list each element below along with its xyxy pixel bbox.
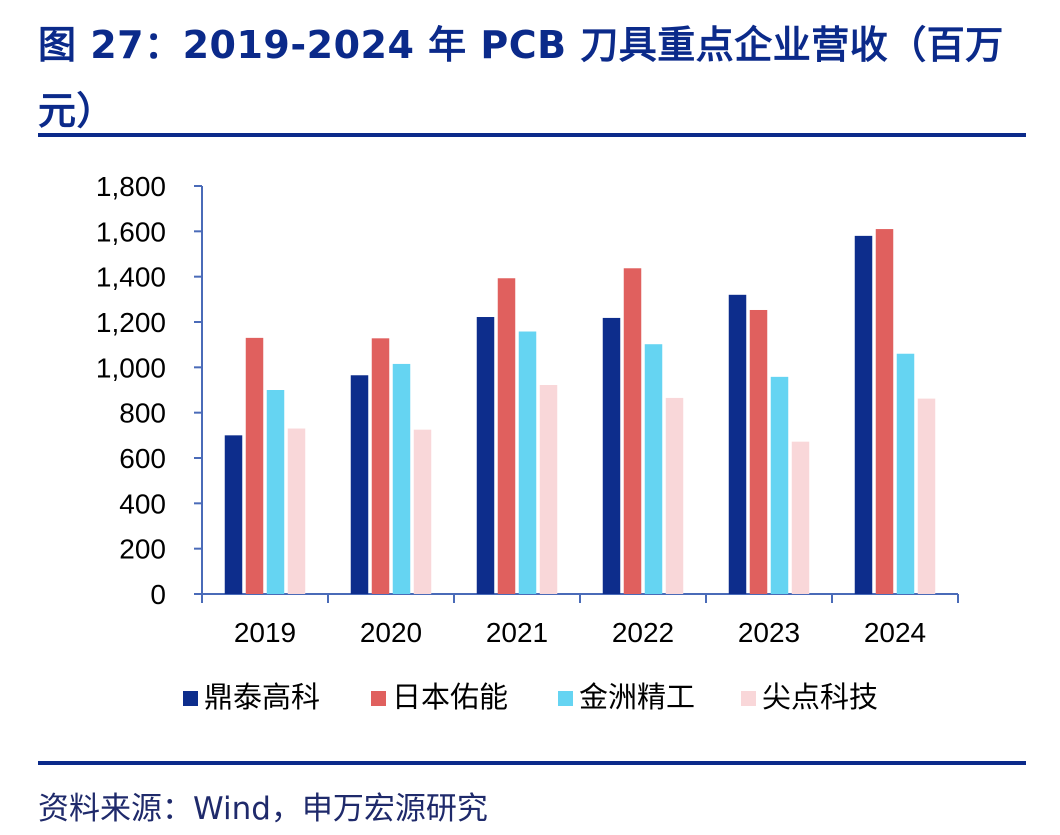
bar (266, 390, 285, 594)
y-tick-label: 0 (150, 579, 166, 610)
bar (644, 344, 663, 594)
bar (602, 317, 621, 594)
chart-title: 图 27：2019-2024 年 PCB 刀具重点企业营收（百万元） (38, 23, 1004, 133)
legend-label: 尖点科技 (762, 680, 878, 714)
y-tick-label: 200 (119, 534, 166, 565)
y-tick-label: 1,200 (96, 307, 166, 338)
bar (476, 317, 495, 594)
x-tick-label: 2023 (738, 617, 800, 648)
bar (371, 338, 390, 594)
bar (791, 441, 810, 594)
x-tick-label: 2022 (612, 617, 674, 648)
y-tick-label: 400 (119, 488, 166, 519)
bar (623, 268, 642, 594)
legend-swatch (371, 691, 386, 706)
bar (665, 397, 684, 594)
bar (539, 385, 558, 594)
bar (245, 337, 264, 594)
bar (854, 235, 873, 594)
x-tick-label: 2019 (234, 617, 296, 648)
y-tick-label: 1,400 (96, 262, 166, 293)
title-divider (38, 133, 1026, 137)
legend-label: 金洲精工 (579, 680, 695, 714)
bars (224, 229, 936, 595)
bar (224, 435, 243, 594)
bar (392, 363, 411, 594)
legend-swatch (558, 691, 573, 706)
bar-chart: 0 200 400 600 800 1,000 1,200 1,400 1,600 1,800 2… (96, 171, 959, 714)
bar (728, 294, 747, 594)
y-tick-label: 600 (119, 443, 166, 474)
legend-label: 日本佑能 (392, 680, 508, 714)
bar (413, 429, 432, 594)
y-tick-label: 1,800 (96, 171, 166, 202)
legend-label: 鼎泰高科 (204, 680, 320, 714)
bar (875, 229, 894, 595)
legend-swatch (741, 691, 756, 706)
bar (770, 376, 789, 594)
bar (749, 309, 768, 594)
bar (497, 278, 516, 594)
legend: 鼎泰高科 日本佑能 金洲精工 尖点科技 (183, 680, 878, 714)
x-tick-label: 2024 (864, 617, 926, 648)
y-tick-label: 1,600 (96, 216, 166, 247)
bar (917, 398, 936, 594)
legend-swatch (183, 691, 198, 706)
y-axis: 0 200 400 600 800 1,000 1,200 1,400 1,600 1,800 (96, 171, 203, 610)
bar (350, 375, 369, 594)
source-note: 资料来源：Wind，申万宏源研究 (38, 791, 488, 827)
bar (287, 428, 306, 594)
bar (896, 353, 915, 594)
footer-divider (38, 761, 1026, 765)
y-tick-label: 1,000 (96, 352, 166, 383)
x-tick-label: 2020 (360, 617, 422, 648)
y-tick-label: 800 (119, 398, 166, 429)
bar (518, 331, 537, 594)
x-axis: 2019 2020 2021 2022 2023 2024 (201, 593, 959, 648)
x-tick-label: 2021 (486, 617, 548, 648)
